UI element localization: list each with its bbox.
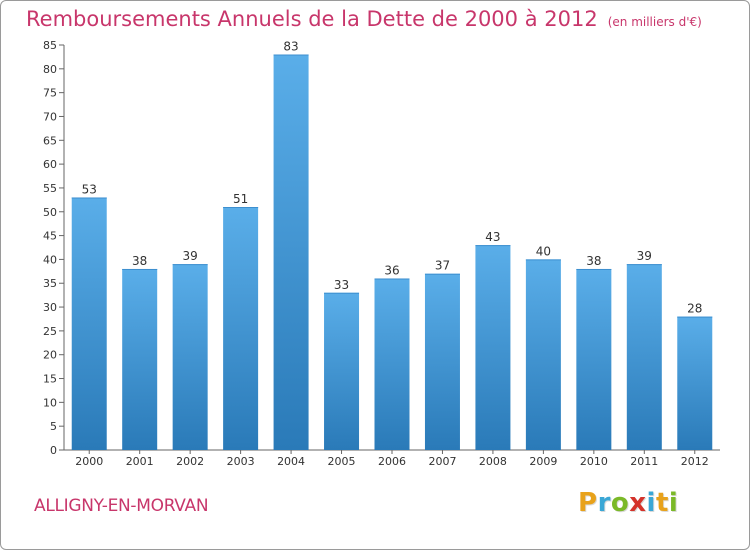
logo-letter: i [646,488,656,518]
data-label-2003: 51 [233,192,248,206]
y-tick-label: 35 [43,277,57,290]
logo-letter: P [578,488,598,518]
y-axis: 0 5 10 15 20 25 30 35 40 45 50 55 60 65 70 75 80 85 [43,39,65,457]
bar-2007 [424,273,460,450]
y-tick-label: 85 [43,39,57,52]
logo-letter: x [629,488,647,518]
data-label-2007: 37 [435,259,450,273]
x-tick-label-2008: 2008 [479,455,507,468]
data-label-2011: 39 [637,249,652,263]
y-tick-label: 40 [43,253,57,266]
bar-2009 [525,259,561,450]
data-label-2005: 33 [334,278,349,292]
unit-note: (en milliers d'€) [607,15,702,29]
logo-letter: o [610,488,630,518]
y-tick-label: 60 [43,158,57,171]
bars [71,54,713,450]
data-label-2012: 28 [687,302,702,316]
commune-name: ALLIGNY-EN-MORVAN [34,496,209,516]
x-tick-label-2011: 2011 [630,455,658,468]
y-tick-label: 30 [43,301,57,314]
bar-2008 [475,245,511,450]
data-label-2004: 83 [283,40,298,54]
y-tick-label: 65 [43,134,57,147]
y-tick-label: 20 [43,349,57,362]
x-tick-label-2012: 2012 [681,455,709,468]
bar-2005 [324,292,360,450]
y-tick-label: 75 [43,87,57,100]
bar-2011 [626,264,662,450]
x-tick-label-2000: 2000 [75,455,103,468]
x-tick-label-2003: 2003 [227,455,255,468]
y-tick-label: 50 [43,206,57,219]
data-label-2010: 38 [586,254,601,268]
chart-title: Remboursements Annuels de la Dette de 20… [26,7,702,31]
bar-2003 [223,207,259,450]
x-tick-label-2010: 2010 [580,455,608,468]
bar-2001 [122,268,158,450]
logo-letter: i [668,488,679,518]
bar-2012 [677,316,713,450]
y-tick-label: 70 [43,110,57,123]
y-tick-label: 55 [43,182,57,195]
data-labels: 53 38 39 51 83 33 36 37 43 40 38 39 28 [82,40,703,316]
data-label-2009: 40 [536,244,551,258]
proxiti-logo: Proxiti [578,488,678,518]
data-label-2002: 39 [183,249,198,263]
y-tick-label: 0 [50,444,57,457]
data-label-2000: 53 [82,182,97,196]
data-label-2001: 38 [132,254,147,268]
logo-letter: r [597,488,611,518]
bar-2002 [172,264,208,450]
logo-letter: t [655,488,669,518]
x-tick-label-2007: 2007 [428,455,456,468]
x-axis: 2000 2001 2002 2003 2004 2005 2006 2007 2008 2009… [64,449,720,468]
bar-2000 [71,197,107,450]
x-tick-label-2001: 2001 [126,455,154,468]
x-tick-label-2005: 2005 [328,455,356,468]
y-tick-label: 5 [50,420,57,433]
y-tick-label: 15 [43,373,57,386]
x-tick-label-2004: 2004 [277,455,305,468]
y-tick-label: 10 [43,396,57,409]
x-tick-label-2002: 2002 [176,455,204,468]
y-tick-label: 80 [43,63,57,76]
title-text: Remboursements Annuels de la Dette de 20… [26,7,598,31]
bar-2004 [273,54,309,450]
bar-2010 [576,268,612,450]
data-label-2008: 43 [485,230,500,244]
y-tick-label: 45 [43,230,57,243]
x-tick-label-2009: 2009 [529,455,557,468]
data-label-2006: 36 [384,263,399,277]
bar-2006 [374,278,410,450]
x-tick-label-2006: 2006 [378,455,406,468]
y-tick-label: 25 [43,325,57,338]
